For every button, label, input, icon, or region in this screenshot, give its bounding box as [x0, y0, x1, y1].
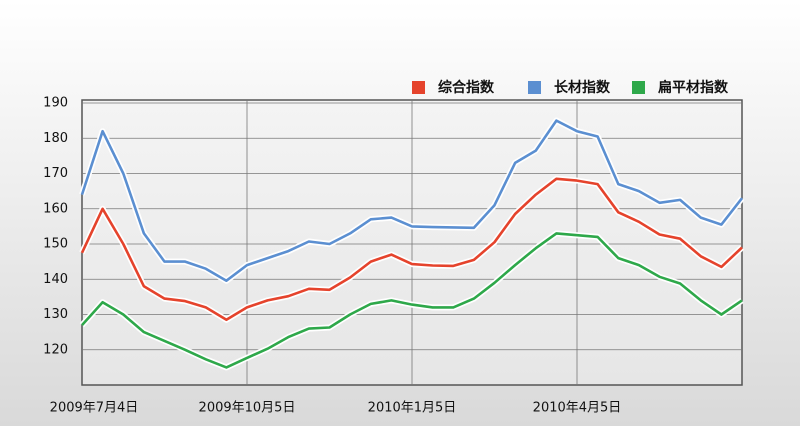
x-tick-label: 2010年1月5日 — [368, 401, 457, 416]
x-tick-label: 2009年7月4日 — [50, 401, 139, 416]
legend-swatch — [412, 81, 425, 94]
legend-label: 综合指数 — [438, 79, 495, 96]
series-line — [80, 119, 744, 283]
legend-swatch — [528, 81, 541, 94]
y-tick-label: 190 — [43, 96, 68, 111]
x-tick-label: 2009年10月5日 — [199, 401, 296, 416]
x-tick-label: 2010年4月5日 — [533, 401, 622, 416]
y-tick-label: 180 — [43, 131, 68, 146]
y-tick-label: 150 — [43, 237, 68, 252]
series-line — [81, 232, 743, 369]
y-tick-label: 160 — [43, 201, 68, 216]
series-line — [80, 177, 743, 322]
legend-swatch — [632, 81, 645, 94]
y-tick-label: 130 — [43, 307, 68, 322]
y-tick-label: 140 — [43, 272, 68, 287]
y-tick-label: 120 — [43, 342, 68, 357]
legend-label: 扁平材指数 — [658, 79, 729, 96]
y-tick-label: 170 — [43, 166, 68, 181]
legend-label: 长材指数 — [554, 79, 611, 96]
